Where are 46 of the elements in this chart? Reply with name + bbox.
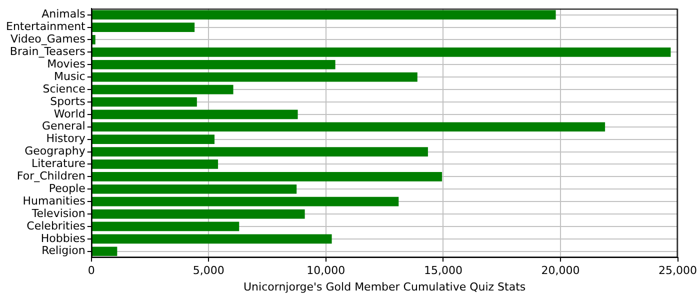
y-tick-label: Entertainment [6, 20, 86, 34]
bar [92, 84, 234, 94]
bar [92, 134, 215, 144]
y-tick-label: For_Children [16, 170, 86, 183]
bar [92, 147, 428, 156]
x-tick-label: 0 [88, 264, 95, 278]
bar [92, 160, 218, 169]
bar [92, 209, 305, 219]
y-tick-label: History [46, 132, 86, 146]
bar [92, 97, 197, 107]
bar [92, 122, 606, 132]
y-tick-label: Television [30, 206, 86, 220]
x-tick-label: 15,000 [424, 264, 462, 278]
x-tick-label: 10,000 [306, 264, 346, 278]
y-tick-label: Religion [42, 244, 86, 258]
bar [92, 172, 442, 182]
y-tick-label: Science [42, 82, 86, 96]
y-tick-label: Celebrities [26, 219, 86, 232]
bar [92, 246, 118, 256]
x-axis-title: Unicornjorge's Gold Member Cumulative Quiz Stats [244, 280, 526, 294]
y-tick-label: Sports [50, 94, 86, 108]
y-tick-label: Geography [24, 144, 86, 158]
bar [92, 234, 332, 244]
bar [92, 110, 298, 120]
y-tick-label: World [54, 107, 86, 120]
y-tick-label: Humanities [22, 194, 86, 208]
bar [92, 60, 336, 70]
y-tick-label: Music [54, 70, 86, 83]
y-tick-label: Hobbies [40, 232, 86, 245]
x-tick-label: 5,000 [192, 264, 224, 278]
bar [92, 222, 240, 232]
x-tick-label: 25,000 [658, 264, 698, 278]
bar [92, 196, 399, 206]
y-tick-label: General [42, 120, 86, 133]
y-tick-label: Animals [42, 8, 86, 21]
y-tick-label: People [48, 182, 86, 195]
bar [92, 72, 418, 82]
x-tick-label: 20,000 [541, 264, 580, 278]
y-tick-label: Video_Games [10, 32, 86, 46]
y-tick-label: Literature [32, 157, 86, 170]
bar [92, 10, 556, 20]
y-tick-label: Brain_Teasers [10, 45, 86, 58]
bar [92, 48, 671, 57]
bar [92, 184, 297, 194]
y-tick-label: Movies [47, 57, 86, 70]
bar [92, 22, 195, 32]
